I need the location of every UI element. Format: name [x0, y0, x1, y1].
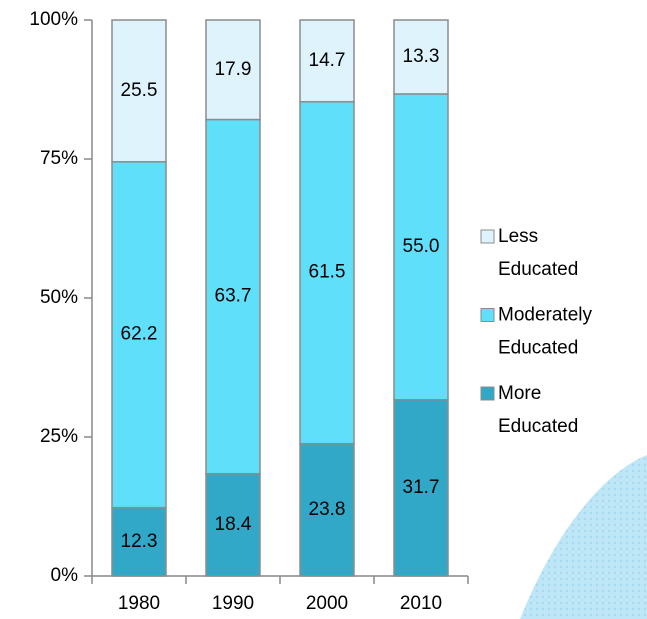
legend-swatch: [480, 308, 495, 322]
bar-segment: [111, 19, 167, 163]
y-tick-label: 100%: [29, 9, 78, 30]
x-tick-label: 2010: [400, 593, 442, 614]
data-label: 63.7: [215, 286, 252, 307]
bar-segment: [299, 19, 355, 103]
y-tick-label: 50%: [40, 287, 78, 308]
bar-segment: [205, 118, 261, 475]
data-label: 55.0: [403, 236, 440, 257]
x-tick-label: 2000: [306, 593, 348, 614]
bar-segment: [393, 398, 449, 577]
bar-segment: [393, 93, 449, 401]
legend-swatch: [480, 229, 495, 244]
bar-segment: [299, 442, 355, 577]
data-label: 13.3: [403, 46, 440, 67]
data-label: 14.7: [309, 50, 346, 71]
legend-label: Moderately Educated: [498, 305, 597, 359]
y-tick-label: 0%: [51, 565, 79, 586]
data-label: 25.5: [121, 80, 158, 101]
x-tick-label: 1990: [212, 593, 254, 614]
data-label: 62.2: [121, 324, 158, 345]
data-label: 18.4: [215, 514, 252, 535]
y-tick-label: 25%: [40, 426, 78, 447]
data-label: 61.5: [309, 262, 346, 283]
bar-segment: [299, 100, 355, 445]
legend-label: Less Educated: [498, 226, 578, 280]
x-tick-label: 1980: [118, 593, 160, 614]
data-label: 23.8: [309, 499, 346, 520]
data-label: 17.9: [215, 59, 252, 80]
legend-label: More Educated: [498, 383, 578, 437]
legend-swatch: [480, 386, 495, 401]
decoration: [520, 455, 647, 619]
bar-segment: [393, 19, 449, 95]
bar-segment: [205, 19, 261, 121]
y-tick-label: 75%: [40, 148, 78, 169]
data-label: 12.3: [121, 531, 158, 552]
data-label: 31.7: [403, 477, 440, 498]
bar-segment: [111, 506, 167, 577]
